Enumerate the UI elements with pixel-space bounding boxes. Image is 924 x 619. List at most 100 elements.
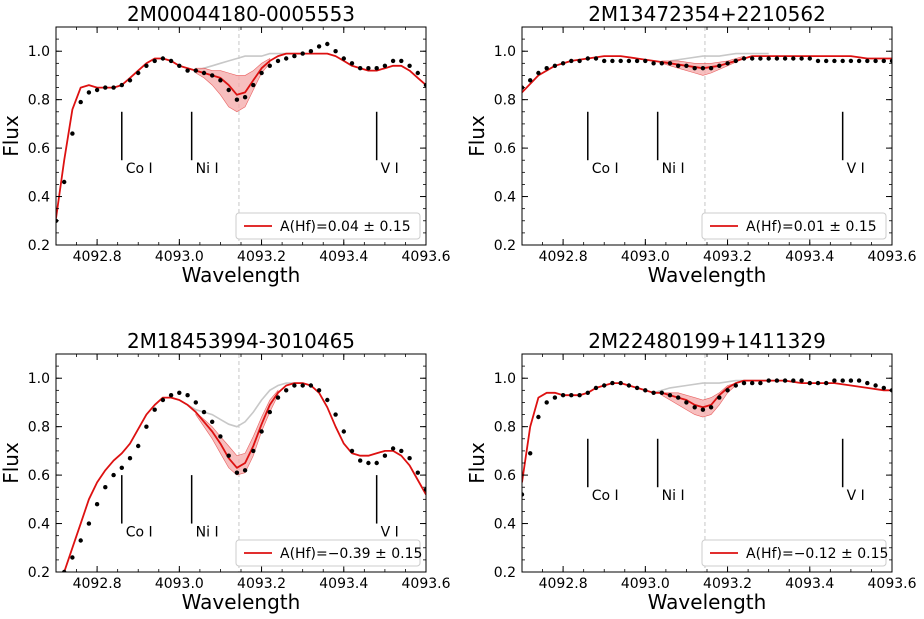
observed-point — [610, 58, 615, 64]
observed-point — [308, 49, 314, 54]
observed-point — [522, 492, 525, 497]
observed-point — [111, 85, 116, 90]
y-tick-label: 0.2 — [28, 238, 50, 254]
observed-point — [848, 378, 854, 383]
observed-point — [676, 63, 681, 68]
observed-point — [259, 429, 264, 434]
observed-point — [659, 390, 664, 395]
plot-area — [522, 27, 892, 245]
reference-spectrum-line — [187, 52, 303, 72]
observed-point — [358, 66, 363, 71]
line-marker-label: Ni I — [662, 161, 685, 177]
observed-point — [684, 63, 689, 68]
observed-point — [275, 58, 281, 64]
y-axis-label: Flux — [465, 115, 489, 157]
observed-point — [659, 61, 664, 66]
line-marker-label: Ni I — [196, 525, 219, 541]
x-axis-label: Wavelength — [648, 590, 767, 614]
observed-point — [684, 400, 689, 405]
observed-point — [390, 58, 396, 64]
observed-point — [407, 456, 412, 461]
y-axis-label: Flux — [0, 115, 23, 157]
line-marker-label: Co I — [126, 161, 153, 177]
y-tick-label: 0.6 — [494, 141, 516, 157]
observed-point — [799, 378, 804, 383]
observed-point — [824, 380, 829, 386]
y-axis-label: Flux — [0, 442, 23, 484]
observed-point — [807, 56, 812, 61]
plot-area — [522, 354, 892, 572]
observed-point — [741, 380, 747, 386]
y-tick-label: 1.0 — [28, 371, 50, 387]
y-tick-label: 0.2 — [494, 565, 516, 581]
observed-point — [292, 383, 297, 388]
y-tick-label: 0.4 — [28, 517, 50, 533]
observed-point — [799, 56, 804, 61]
observed-point — [168, 393, 174, 398]
observed-point — [103, 485, 108, 490]
line-marker-label: V I — [381, 525, 399, 541]
observed-point — [667, 393, 673, 398]
observed-point — [259, 70, 264, 76]
observed-point — [127, 456, 133, 461]
x-tick-label: 4093.2 — [703, 249, 752, 265]
observed-point — [840, 378, 845, 383]
observed-point — [177, 63, 182, 68]
observed-point — [70, 555, 75, 560]
observed-point — [111, 472, 116, 478]
legend: A(Hf)=0.04 ± 0.15 — [235, 212, 421, 240]
observed-point — [602, 383, 607, 388]
x-axis-label: Wavelength — [648, 263, 767, 287]
observed-point — [741, 56, 747, 61]
observed-point — [78, 538, 83, 543]
observed-point — [552, 395, 558, 400]
observed-point — [725, 388, 730, 393]
panel-title: 2M18453994-3010465 — [127, 329, 355, 353]
observed-point — [341, 56, 346, 61]
x-tick-label: 4093.2 — [237, 249, 286, 265]
observed-point — [815, 380, 821, 386]
observed-point — [407, 63, 412, 68]
observed-point — [700, 66, 706, 71]
observed-point — [618, 380, 623, 386]
legend-box — [701, 539, 887, 567]
observed-point — [791, 378, 796, 383]
observed-point — [610, 380, 615, 386]
observed-point — [585, 56, 590, 61]
observed-point — [602, 58, 607, 64]
observed-point — [201, 409, 207, 415]
observed-point — [366, 460, 371, 466]
panel-title: 2M13472354+2210562 — [588, 2, 826, 26]
observed-point — [300, 51, 305, 56]
reference-spectrum-line — [178, 382, 303, 428]
observed-point — [544, 66, 549, 71]
observed-point — [152, 58, 157, 64]
observed-point — [300, 383, 305, 388]
observed-point — [865, 58, 870, 64]
panel-title: 2M22480199+1411329 — [588, 329, 826, 353]
observed-point — [577, 393, 582, 398]
observed-point — [54, 575, 58, 579]
observed-point — [634, 385, 640, 391]
y-tick-label: 0.8 — [28, 93, 50, 109]
observed-point — [185, 393, 190, 398]
observed-point — [708, 66, 714, 71]
observed-point — [349, 448, 355, 454]
observed-point — [832, 378, 837, 383]
observed-point — [284, 56, 289, 61]
observed-point — [560, 393, 566, 398]
observed-point — [136, 70, 141, 76]
observed-point — [86, 90, 92, 95]
legend: A(Hf)=−0.39 ± 0.15 — [235, 539, 422, 567]
legend-box — [701, 212, 887, 240]
legend-label: A(Hf)=0.01 ± 0.15 — [746, 219, 877, 235]
observed-point — [86, 521, 92, 526]
observed-point — [366, 66, 371, 71]
observed-point — [840, 58, 845, 64]
observed-point — [399, 448, 404, 454]
observed-point — [415, 470, 420, 475]
observed-point — [626, 58, 632, 64]
observed-point — [824, 58, 829, 64]
observed-point — [136, 443, 141, 449]
